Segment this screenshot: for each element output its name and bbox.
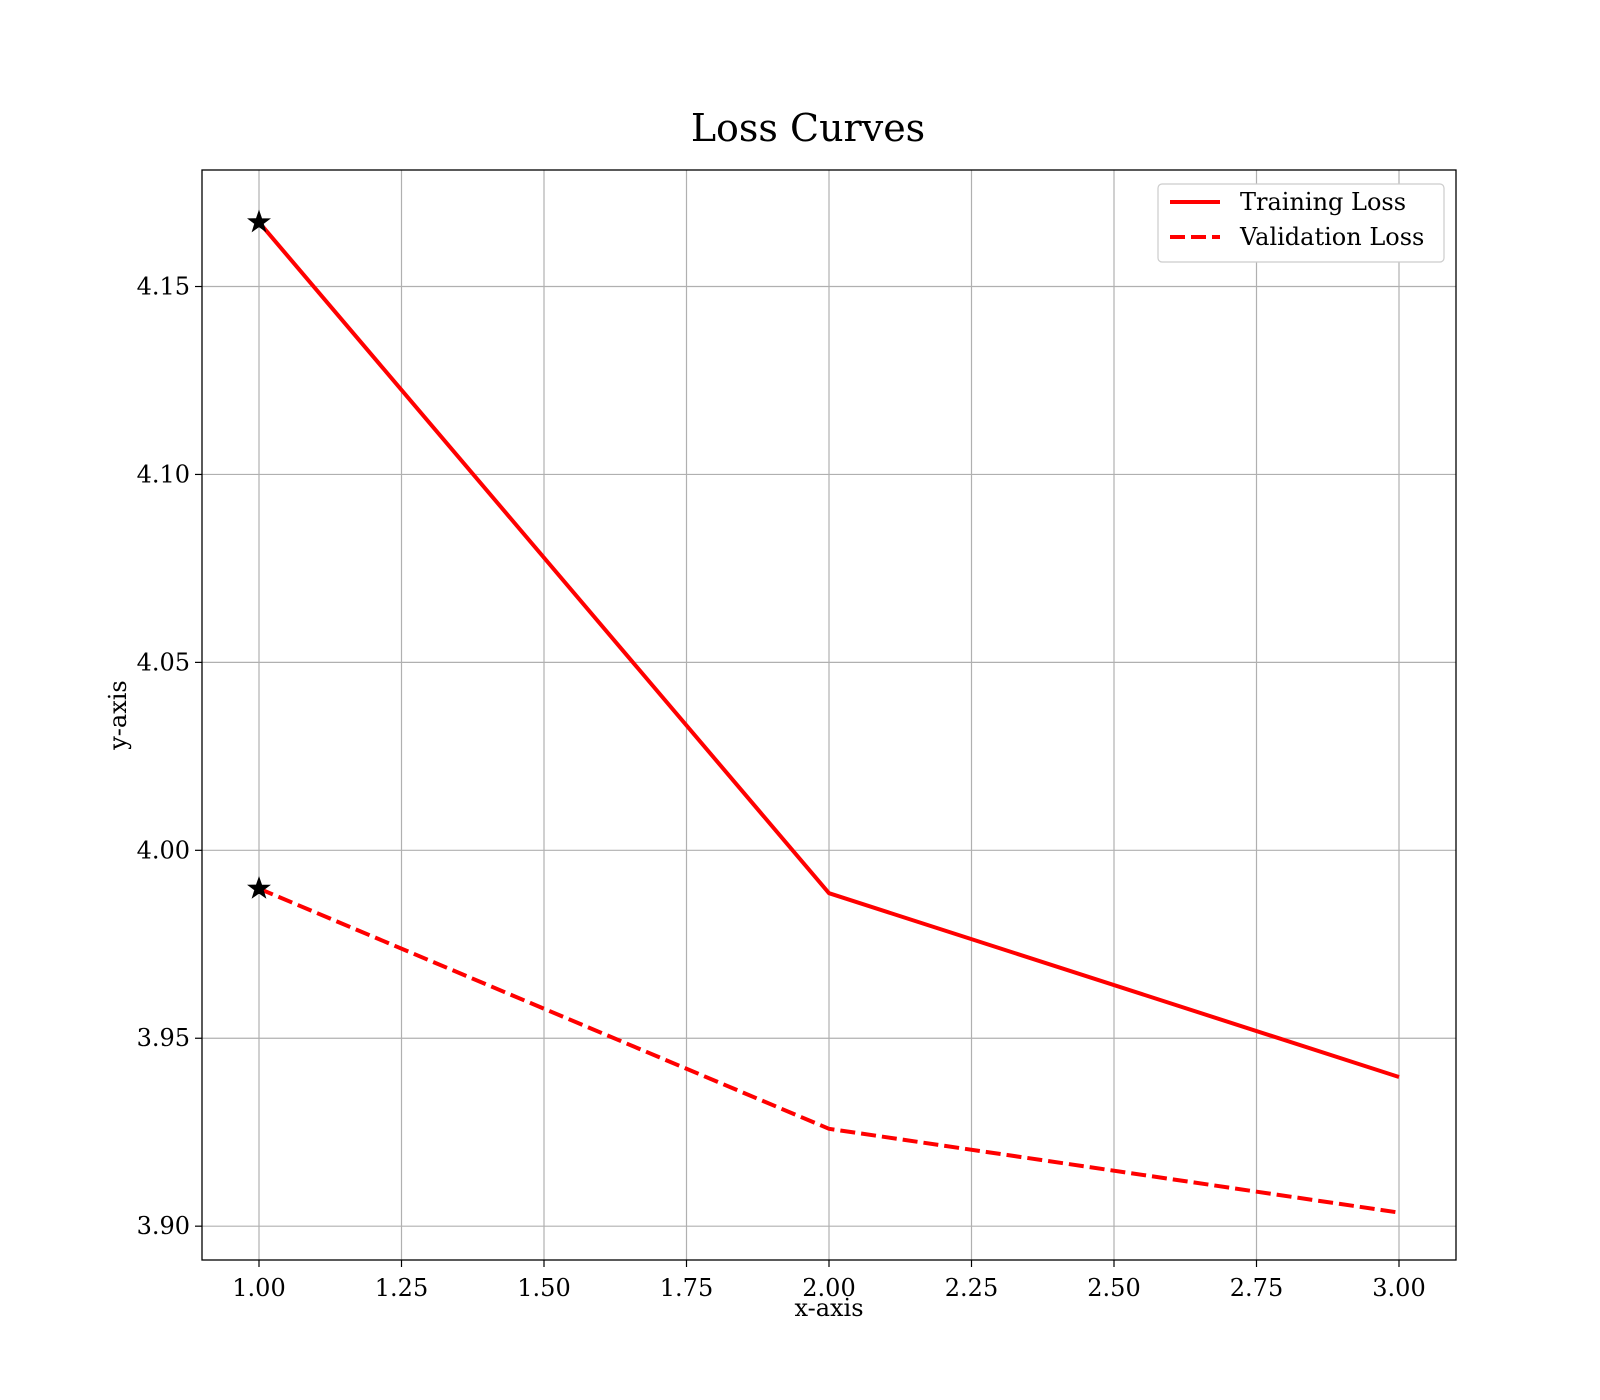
y-axis-label: y-axis — [104, 680, 132, 751]
x-tick-label: 1.00 — [232, 1274, 285, 1302]
x-tick-label: 2.75 — [1230, 1274, 1283, 1302]
y-tick-label: 4.10 — [137, 460, 190, 488]
x-tick-label: 1.75 — [660, 1274, 713, 1302]
y-tick-label: 4.15 — [137, 273, 190, 301]
x-tick-label: 1.25 — [375, 1274, 428, 1302]
x-tick-label: 2.00 — [802, 1274, 855, 1302]
start-markers — [247, 209, 271, 899]
legend-box — [1157, 183, 1445, 263]
training-loss-start-star-marker — [247, 209, 271, 233]
x-axis-label: x-axis — [794, 1294, 863, 1322]
y-tick-label: 3.90 — [137, 1212, 190, 1240]
x-tick-label: 2.25 — [945, 1274, 998, 1302]
legend-label-training-loss: Training Loss — [1240, 188, 1406, 216]
grid-lines — [202, 170, 1456, 1260]
y-tick-label: 4.05 — [137, 648, 190, 676]
legend: Training Loss Validation Loss — [1157, 183, 1445, 263]
training-loss-line — [257, 220, 1400, 1079]
validation-loss-start-star-marker — [247, 876, 271, 899]
legend-label-validation-loss: Validation Loss — [1239, 223, 1424, 251]
validation-loss-line — [258, 886, 1400, 1215]
y-axis-ticks: 3.90 3.95 4.00 4.05 4.10 4.15 — [137, 273, 202, 1240]
x-tick-label: 2.50 — [1087, 1274, 1140, 1302]
chart-title: Loss Curves — [691, 106, 925, 150]
series-lines — [257, 220, 1400, 1215]
y-tick-label: 3.95 — [137, 1024, 190, 1052]
x-tick-label: 1.50 — [517, 1274, 570, 1302]
x-tick-label: 3.00 — [1372, 1274, 1425, 1302]
x-axis-ticks: 1.00 1.25 1.50 1.75 2.00 2.25 2.50 2.75 3.00 — [232, 1260, 1426, 1302]
y-tick-label: 4.00 — [137, 836, 190, 864]
